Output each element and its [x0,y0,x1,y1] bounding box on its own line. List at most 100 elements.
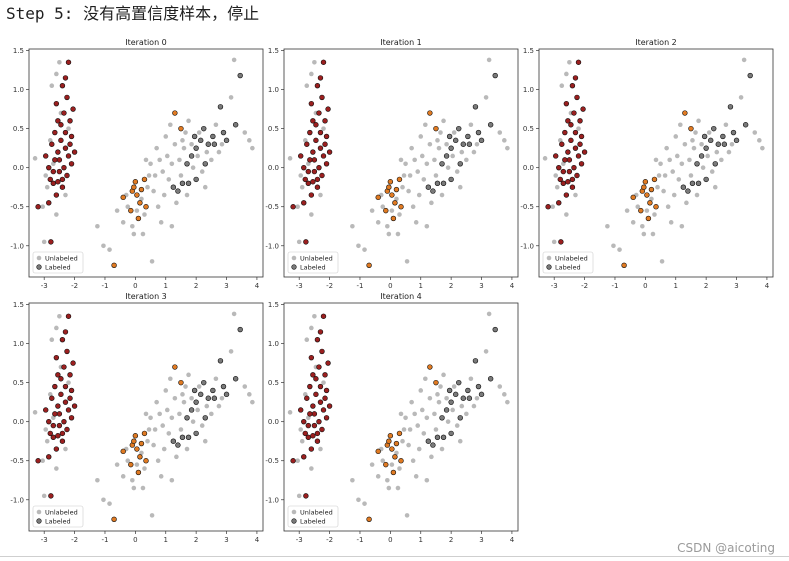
labeled-point [210,133,216,140]
unlabeled-point [174,454,179,460]
labeled-point [46,454,52,460]
labeled-point [317,75,324,81]
labeled-point [695,180,702,187]
unlabeled-point [155,458,161,464]
unlabeled-point [445,165,451,170]
labeled-point [569,184,576,190]
labeled-point [448,430,454,437]
x-tick-label: 2 [449,536,453,544]
unlabeled-point [151,442,156,448]
labeled-point [138,186,145,193]
labeled-point [313,137,319,144]
labeled-point [191,133,198,140]
labeled-point [689,180,696,187]
labeled-point [492,72,498,79]
unlabeled-point [385,223,390,229]
labeled-point [457,415,463,421]
labeled-point [64,94,70,101]
labeled-point [201,379,207,386]
unlabeled-point [199,423,205,428]
labeled-point [323,387,330,394]
labeled-point [465,387,471,394]
unlabeled-point [161,192,167,198]
labeled-point [179,434,186,441]
unlabeled-point [454,169,460,174]
labeled-point [198,391,204,398]
labeled-point [466,141,473,147]
unlabeled-point [298,427,304,432]
labeled-point [62,383,69,390]
labeled-point [434,434,441,441]
unlabeled-point [559,83,565,88]
unlabeled-point [186,372,191,378]
unlabeled-point [435,392,440,397]
labeled-point [383,461,389,468]
labeled-point [304,141,310,147]
unlabeled-point [32,410,38,415]
unlabeled-point [134,462,140,467]
unlabeled-point [295,204,300,210]
unlabeled-point [403,415,408,421]
y-tick-label: 1.0 [268,340,279,348]
unlabeled-point [436,145,442,151]
unlabeled-point [436,399,442,405]
labeled-point [35,458,41,464]
labeled-point [193,176,199,183]
unlabeled-point [172,141,178,147]
unlabeled-point [131,231,137,237]
unlabeled-point [497,384,503,389]
x-tick-label: 4 [255,536,260,544]
unlabeled-point [386,231,392,237]
legend-box [542,251,594,274]
unlabeled-point [125,204,131,210]
labeled-point [386,184,392,190]
labeled-point [46,418,52,425]
labeled-point [389,192,395,198]
x-tick-label: 0 [133,536,137,544]
unlabeled-point [404,513,410,518]
y-tick-label: 1.5 [268,47,279,55]
unlabeled-point [416,192,422,198]
y-tick-label: 0.5 [268,379,279,387]
unlabeled-point [714,149,720,155]
unlabeled-point [401,173,407,178]
unlabeled-point [468,376,474,382]
unlabeled-point [410,458,416,464]
labeled-point [188,153,195,159]
labeled-point [134,446,140,452]
labeled-point [65,407,72,413]
labeled-point [577,118,583,124]
unlabeled-point [389,462,395,467]
unlabeled-point [125,458,131,464]
labeled-point [48,493,54,499]
unlabeled-point [180,392,185,397]
labeled-point [53,354,60,361]
labeled-point [319,94,325,101]
unlabeled-point [219,395,225,401]
unlabeled-point [40,458,45,464]
labeled-point [56,157,63,163]
labeled-point [314,184,321,190]
labeled-point [55,372,61,378]
unlabeled-point [459,149,465,155]
labeled-point [642,179,649,185]
labeled-point [396,176,403,183]
labeled-point [62,75,69,81]
unlabeled-point [656,173,662,178]
unlabeled-point [397,466,402,471]
unlabeled-point [204,403,210,409]
unlabeled-point [665,204,671,210]
unlabeled-point [321,126,326,131]
unlabeled-point [168,122,173,128]
labeled-point [577,141,583,147]
labeled-point [53,446,60,452]
legend-label-unlabeled: Unlabeled [300,254,333,262]
x-tick-label: 0 [388,536,392,544]
labeled-point [55,149,61,155]
labeled-point [316,110,322,116]
unlabeled-point [158,220,164,225]
unlabeled-point [148,161,153,167]
